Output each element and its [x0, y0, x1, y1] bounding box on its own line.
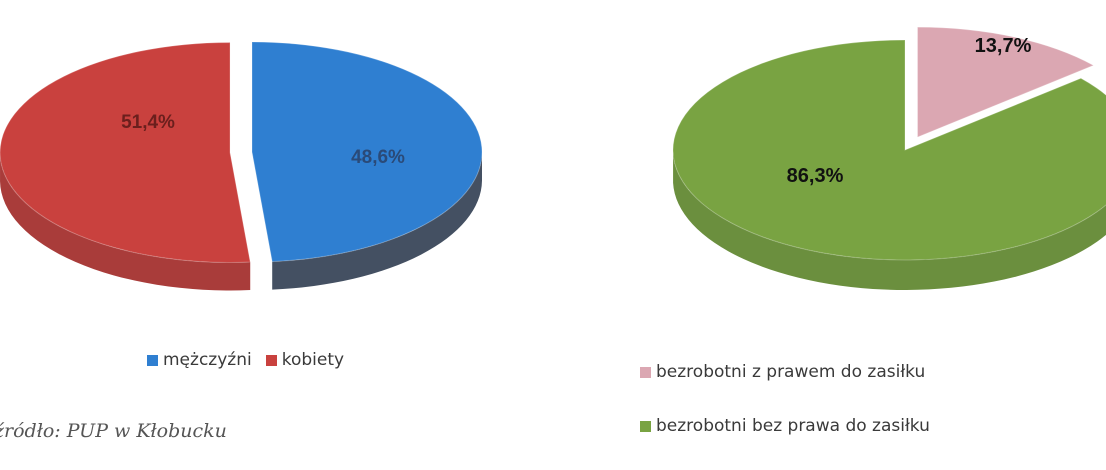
pie-slice-bezrobotni-bez-prawa-do-zasilku	[672, 39, 1106, 261]
pie-side-bezrobotni-bez-prawa-do-zasilku	[673, 152, 1106, 290]
data-label-kobiety: 51,4%	[121, 112, 175, 133]
legend-label-without-benefit: bezrobotni bez prawa do zasiłku	[656, 416, 930, 436]
legend-item-men: mężczyźni	[147, 350, 252, 370]
source-note: źródło: PUP w Kłobucku	[0, 420, 227, 442]
legend-swatch-with-benefit	[640, 366, 651, 378]
pie-side-mezczyzni	[272, 152, 482, 290]
pie-slice-mezczyzni	[251, 41, 483, 263]
legend-benefit: bezrobotni z prawem do zasiłku bezrobotn…	[640, 362, 930, 470]
legend-label-with-benefit: bezrobotni z prawem do zasiłku	[656, 362, 926, 382]
data-label-bezrobotni-z-prawem-do-zasilku: 13,7%	[975, 35, 1032, 57]
legend-label-women: kobiety	[281, 350, 345, 370]
pie-slice-kobiety	[0, 41, 251, 263]
pie-side-kobiety	[0, 153, 251, 291]
legend-item-without-benefit: bezrobotni bez prawa do zasiłku	[640, 416, 930, 436]
legend-gender: mężczyźni kobiety	[147, 350, 344, 370]
legend-swatch-men	[147, 354, 158, 366]
pie-chart-benefit: 13,7% 86,3%	[672, 26, 1106, 290]
data-label-bezrobotni-bez-prawa-do-zasilku: 86,3%	[787, 165, 844, 187]
pie-chart-gender: 48,6% 51,4%	[0, 41, 483, 291]
legend-item-women: kobiety	[265, 350, 345, 370]
legend-item-with-benefit: bezrobotni z prawem do zasiłku	[640, 362, 930, 382]
legend-swatch-women	[265, 354, 277, 366]
pie-charts-canvas: 48,6% 51,4% 13,7% 86,3%	[0, 26, 1106, 291]
legend-swatch-without-benefit	[640, 420, 651, 432]
pie-slice-bezrobotni-z-prawem-do-zasilku	[917, 26, 1095, 138]
data-label-mezczyzni: 48,6%	[351, 147, 405, 168]
legend-label-men: mężczyźni	[163, 350, 252, 370]
